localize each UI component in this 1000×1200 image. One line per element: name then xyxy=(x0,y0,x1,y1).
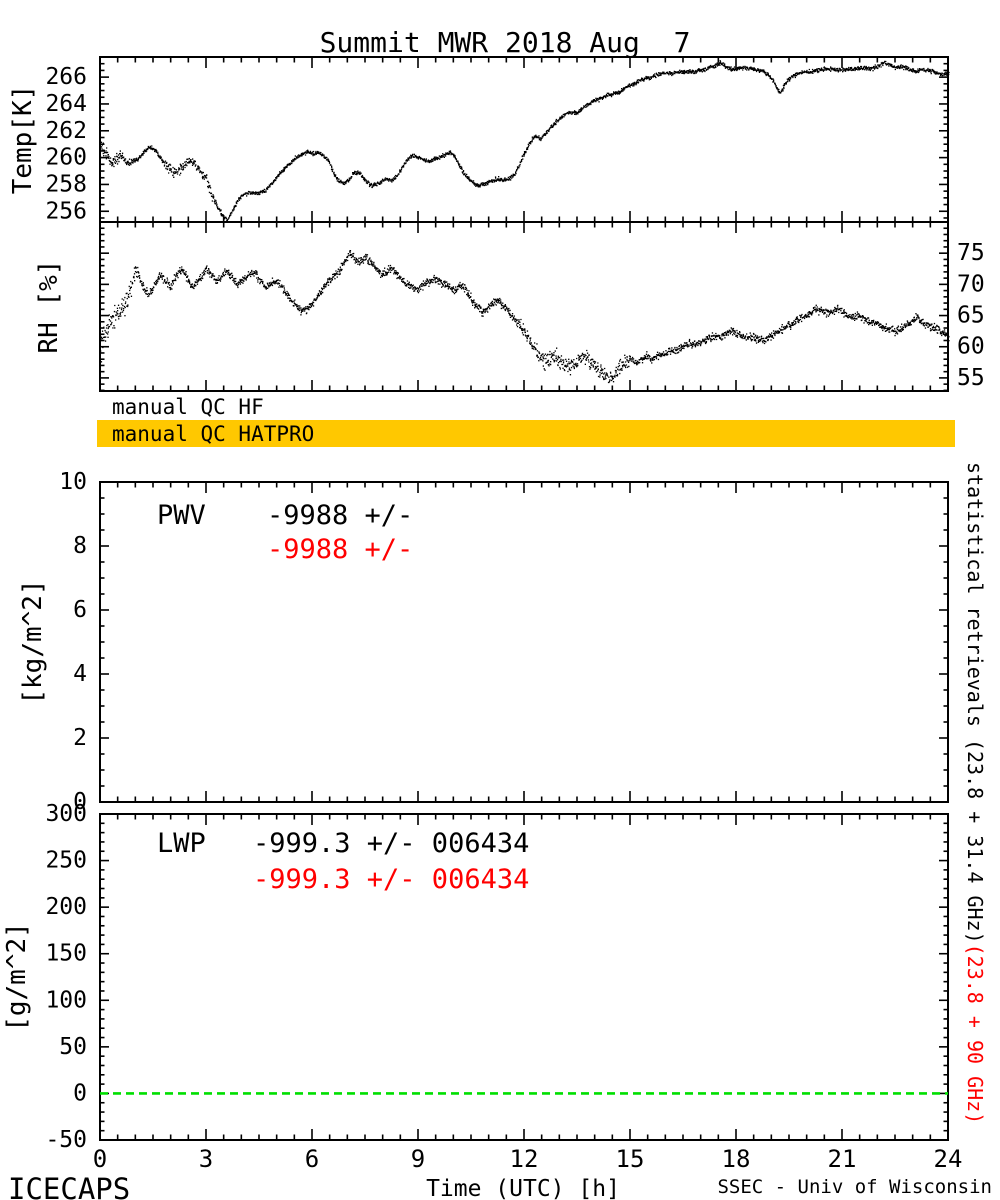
svg-text:258: 258 xyxy=(45,171,87,197)
svg-text:60: 60 xyxy=(957,334,985,360)
svg-text:10: 10 xyxy=(59,469,87,495)
svg-text:18: 18 xyxy=(722,1145,751,1173)
manual-qc-hatpro-label: manual QC HATPRO xyxy=(112,422,315,446)
lwp-value-hf: -999.3 +/- 006434 xyxy=(253,828,530,859)
svg-text:15: 15 xyxy=(616,1145,645,1173)
svg-text:260: 260 xyxy=(45,145,87,171)
manual-qc-hatpro-bar: manual QC HATPRO xyxy=(97,420,955,447)
side-annotation-red: (23.8 + 90 GHz) xyxy=(963,943,987,1125)
svg-text:4: 4 xyxy=(73,661,87,687)
footer-credit: SSEC - Univ of Wisconsin xyxy=(717,1176,992,1198)
lwp-axis-label: [g/m^2] xyxy=(2,922,32,1032)
svg-text:256: 256 xyxy=(45,198,87,224)
svg-text:266: 266 xyxy=(45,64,87,90)
manual-qc-hf-label: manual QC HF xyxy=(112,395,264,419)
svg-text:150: 150 xyxy=(45,941,87,967)
pwv-value-hatpro: -9988 +/- xyxy=(267,534,430,565)
svg-text:0: 0 xyxy=(73,789,87,815)
svg-text:65: 65 xyxy=(957,303,985,329)
svg-text:200: 200 xyxy=(45,894,87,920)
svg-text:50: 50 xyxy=(59,1034,87,1060)
temp-axis-label: Temp[K] xyxy=(8,84,38,195)
svg-text:0: 0 xyxy=(93,1145,107,1173)
svg-text:100: 100 xyxy=(45,987,87,1013)
x-axis-title: Time (UTC) [h] xyxy=(426,1176,620,1200)
svg-text:70: 70 xyxy=(957,271,985,297)
svg-text:8: 8 xyxy=(73,533,87,559)
pwv-value-hf: -9988 +/- xyxy=(267,500,430,531)
svg-text:55: 55 xyxy=(957,365,985,391)
svg-text:21: 21 xyxy=(828,1145,857,1173)
page-title: Summit MWR 2018 Aug 7 xyxy=(319,26,691,59)
lwp-series-label: LWP xyxy=(157,828,206,859)
svg-text:3: 3 xyxy=(199,1145,213,1173)
lwp-value-hatpro: -999.3 +/- 006434 xyxy=(253,864,530,895)
svg-text:250: 250 xyxy=(45,848,87,874)
svg-text:-50: -50 xyxy=(45,1127,87,1153)
rh-axis-label: RH [%] xyxy=(34,259,64,354)
pwv-series-label: PWV xyxy=(157,500,206,531)
svg-text:6: 6 xyxy=(73,597,87,623)
svg-text:75: 75 xyxy=(957,240,985,266)
svg-text:262: 262 xyxy=(45,118,87,144)
side-annotation-black: statistical retrievals (23.8 + 31.4 GHz) xyxy=(963,462,987,944)
footer-icecaps: ICECAPS xyxy=(8,1172,131,1200)
svg-text:6: 6 xyxy=(305,1145,319,1173)
side-annotation: statistical retrievals (23.8 + 31.4 GHz)… xyxy=(963,462,987,1125)
svg-text:264: 264 xyxy=(45,91,87,117)
svg-text:0: 0 xyxy=(73,1080,87,1106)
svg-text:2: 2 xyxy=(73,725,87,751)
svg-text:24: 24 xyxy=(934,1145,963,1173)
svg-text:300: 300 xyxy=(45,801,87,827)
pwv-axis-label: [kg/m^2] xyxy=(18,579,48,705)
svg-text:9: 9 xyxy=(411,1145,425,1173)
svg-text:12: 12 xyxy=(510,1145,539,1173)
